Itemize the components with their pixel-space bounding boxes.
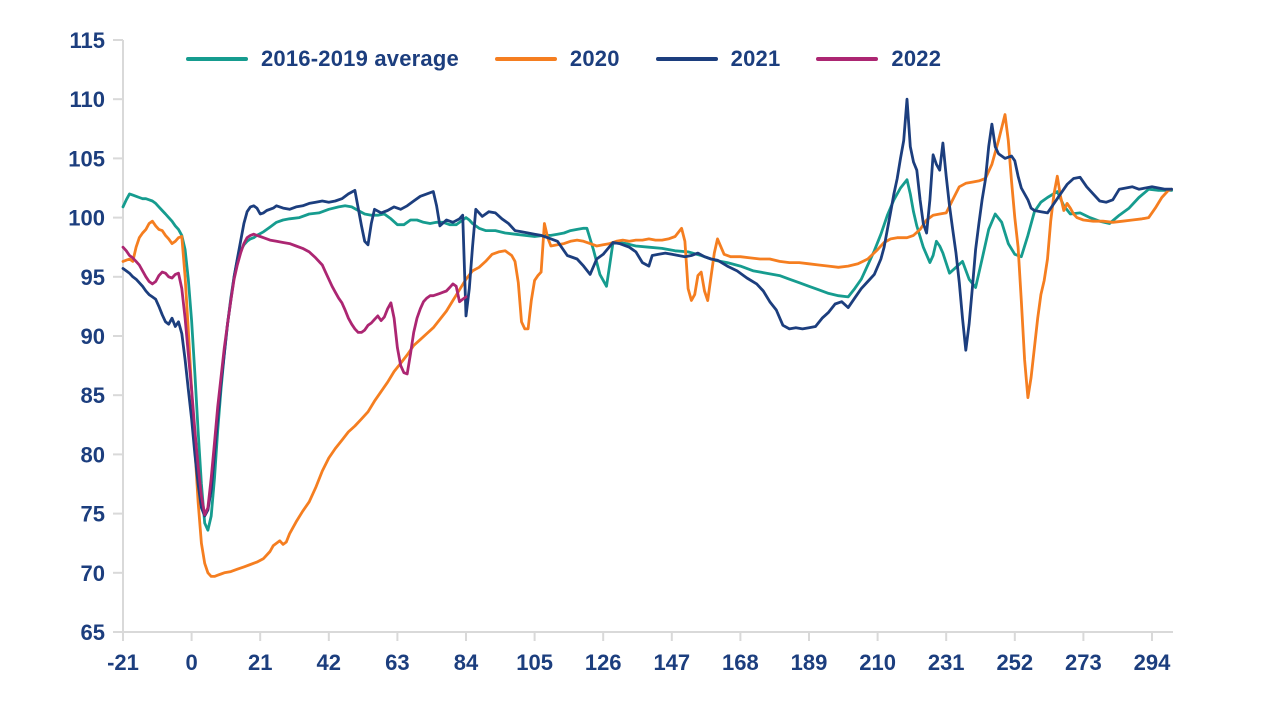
y-tick-label: 65 (81, 620, 105, 645)
x-tick-label: 273 (1065, 650, 1102, 675)
series-line-2022 (121, 232, 468, 517)
series-line-2020 (121, 113, 1173, 578)
legend-item-2020: 2020 (494, 46, 620, 72)
series-line-2021 (121, 97, 1173, 518)
legend-swatch-2022 (816, 57, 879, 61)
x-tick-label: 189 (791, 650, 828, 675)
y-tick-label: 85 (81, 383, 105, 408)
x-tick-label: 0 (185, 650, 197, 675)
x-tick-label: 294 (1134, 650, 1171, 675)
x-tick-label: 126 (585, 650, 622, 675)
y-tick-label: 75 (81, 502, 105, 527)
x-tick-labels: -21 0 21 42 63 84 105 126 147 168 189 210 231 252 273 2… (107, 632, 1171, 675)
legend-swatch-2021 (655, 57, 718, 61)
x-tick-label: 231 (928, 650, 965, 675)
y-tick-label: 80 (81, 442, 105, 467)
x-tick-label: 210 (859, 650, 896, 675)
y-tick-label: 70 (81, 561, 105, 586)
legend-label-2022: 2022 (891, 46, 942, 71)
chart-legend: 2016-2019 average 2020 2021 2022 (186, 46, 941, 72)
x-tick-label: 168 (722, 650, 759, 675)
y-tick-label: 95 (81, 265, 105, 290)
y-tick-label: 110 (70, 87, 106, 112)
series-line-2016-2019-average (121, 178, 1173, 532)
x-tick-label: 42 (317, 650, 341, 675)
legend-swatch-2016-2019-average (186, 57, 248, 61)
x-tick-label: 105 (516, 650, 553, 675)
legend-item-2022: 2022 (816, 46, 941, 72)
legend-item-2016-2019-average: 2016-2019 average (186, 46, 459, 72)
legend-label-2021: 2021 (730, 46, 781, 71)
y-tick-label: 100 (68, 206, 105, 231)
x-tick-label: 63 (385, 650, 409, 675)
x-tick-label: 84 (454, 650, 479, 675)
x-tick-label: 147 (653, 650, 690, 675)
y-tick-label: 90 (81, 324, 105, 349)
y-tick-label: 115 (70, 28, 106, 53)
x-tick-label: 252 (996, 650, 1033, 675)
x-tick-label: -21 (107, 650, 139, 675)
legend-label-2016-2019-average: 2016-2019 average (261, 46, 459, 71)
legend-item-2021: 2021 (655, 46, 781, 72)
y-tick-label: 105 (68, 146, 105, 171)
y-tick-labels: 115 110 105 100 95 90 85 80 75 70 65 (68, 28, 123, 645)
legend-swatch-2020 (494, 57, 557, 61)
legend-label-2020: 2020 (569, 46, 620, 71)
x-tick-label: 21 (248, 650, 272, 675)
